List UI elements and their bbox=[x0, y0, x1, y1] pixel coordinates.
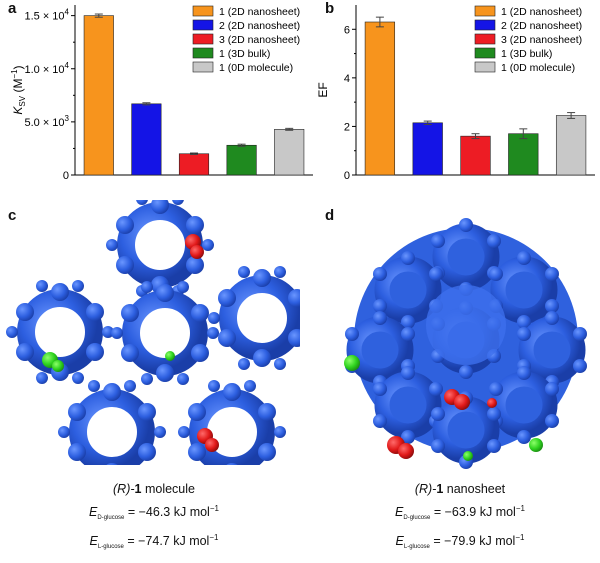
chart-b-ef: 0 2 4 6 EF 1 (2D nanosheet) 2 (2D nanosheet) 3 … bbox=[316, 5, 595, 182]
y-axis-label: KSV (M−1) bbox=[10, 65, 27, 114]
nanosheet-caption: (R)-1 nanosheet ED-glucose = −63.9 kJ mo… bbox=[340, 479, 580, 557]
panel-label-c: c bbox=[8, 207, 17, 224]
bar bbox=[178, 153, 210, 176]
y-tick-label: 6 bbox=[344, 24, 350, 36]
y-tick-label: 1.5 × 104 bbox=[24, 8, 69, 23]
y-tick-label: 0 bbox=[344, 170, 350, 182]
nanosheet-energy-l: EL-glucose = −79.9 kJ mol−1 bbox=[395, 533, 525, 550]
nanosheet-structure-image bbox=[332, 205, 600, 475]
panel-label-a: a bbox=[8, 0, 17, 17]
legend-swatch bbox=[192, 47, 214, 59]
bar bbox=[83, 15, 114, 176]
molecule-structures-image bbox=[0, 200, 300, 465]
legend-swatch bbox=[474, 19, 496, 31]
legend-label: 1 (2D nanosheet) bbox=[501, 6, 582, 18]
legend-swatch bbox=[474, 5, 496, 17]
bar bbox=[226, 144, 257, 176]
legend-swatch bbox=[192, 61, 214, 73]
legend-label: 3 (2D nanosheet) bbox=[219, 34, 300, 46]
molecule-energy-l: EL-glucose = −74.7 kJ mol−1 bbox=[89, 533, 219, 550]
panel-label-d: d bbox=[325, 207, 335, 224]
bar bbox=[460, 135, 491, 176]
legend-label: 1 (3D bulk) bbox=[219, 48, 270, 60]
bar bbox=[131, 103, 162, 176]
legend-label: 2 (2D nanosheet) bbox=[501, 20, 582, 32]
bar bbox=[508, 133, 539, 176]
y-tick-label: 4 bbox=[344, 73, 350, 85]
legend-label: 2 (2D nanosheet) bbox=[219, 20, 300, 32]
bar bbox=[274, 129, 305, 176]
y-tick-label: 1.0 × 104 bbox=[24, 61, 69, 76]
chart-a-ksv: 0 5.0 × 103 1.0 × 104 1.5 × 104 KSV (M−1) 1 (… bbox=[10, 5, 313, 182]
legend-label: 1 (2D nanosheet) bbox=[219, 6, 300, 18]
legend-swatch bbox=[474, 47, 496, 59]
legend-swatch bbox=[192, 33, 214, 45]
legend-label: 1 (3D bulk) bbox=[501, 48, 552, 60]
y-tick-label: 5.0 × 103 bbox=[24, 114, 69, 129]
y-axis-label: EF bbox=[316, 82, 330, 97]
molecule-caption: (R)-1 molecule ED-glucose = −46.3 kJ mol… bbox=[34, 479, 274, 557]
legend-label: 1 (0D molecule) bbox=[219, 62, 293, 74]
molecule-energy-d: ED-glucose = −46.3 kJ mol−1 bbox=[89, 504, 219, 521]
panel-label-b: b bbox=[325, 0, 335, 17]
legend-swatch bbox=[474, 61, 496, 73]
legend-label: 3 (2D nanosheet) bbox=[501, 34, 582, 46]
bar bbox=[412, 122, 443, 176]
legend-swatch bbox=[474, 33, 496, 45]
y-tick-label: 2 bbox=[344, 121, 350, 133]
nanosheet-title: (R)-1 nanosheet bbox=[414, 482, 506, 496]
legend-swatch bbox=[192, 19, 214, 31]
nanosheet-energy-d: ED-glucose = −63.9 kJ mol−1 bbox=[395, 504, 525, 521]
molecule-title: (R)-1 molecule bbox=[113, 482, 195, 496]
bar bbox=[555, 115, 587, 176]
y-tick-label: 0 bbox=[63, 170, 69, 182]
bar bbox=[364, 21, 396, 176]
legend-swatch bbox=[192, 5, 214, 17]
legend-label: 1 (0D molecule) bbox=[501, 62, 575, 74]
